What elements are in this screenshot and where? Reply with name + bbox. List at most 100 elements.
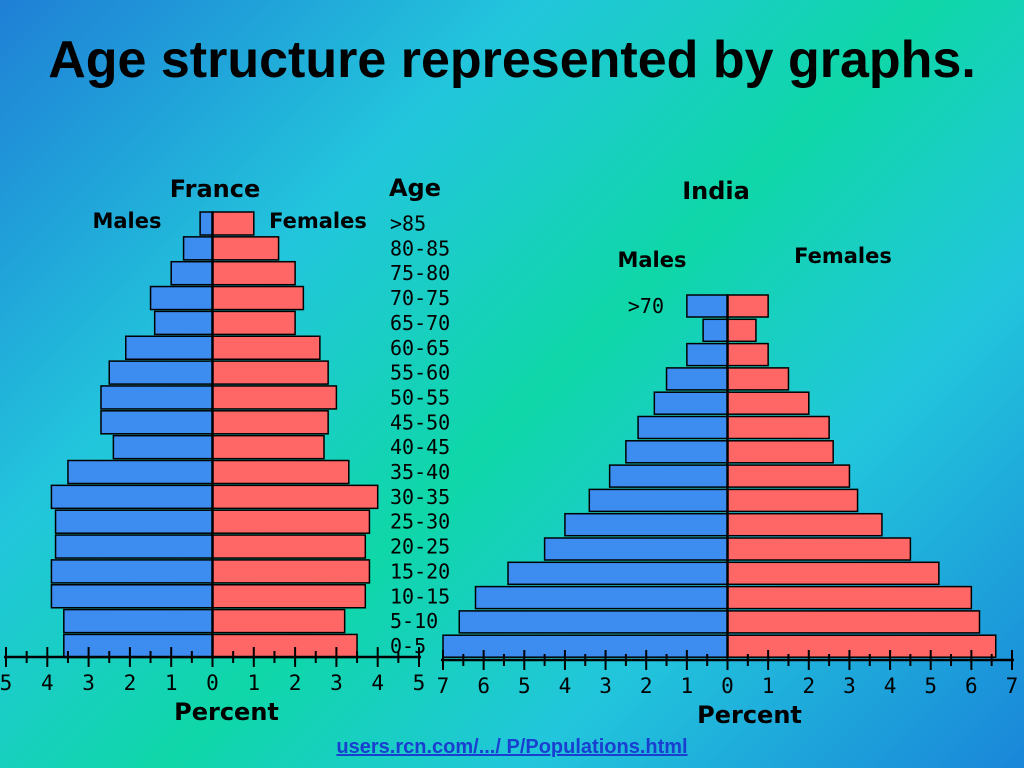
pyramid-0-age-label: 45-50 — [390, 410, 450, 434]
pyramid-1-male-bar — [686, 294, 729, 318]
pyramid-1-x-tick-label: 7 — [1006, 674, 1019, 698]
pyramid-0-age-label: 40-45 — [390, 435, 450, 459]
pyramid-1-female-bar — [726, 561, 940, 586]
pyramid-1-female-bar — [726, 294, 769, 318]
pyramid-0-female-bar — [211, 211, 255, 236]
pyramid-0-male-bar — [112, 434, 214, 460]
pyramid-0-male-bar — [182, 236, 214, 261]
pyramid-0-male-bar — [50, 484, 214, 510]
pyramid-0-male-bar — [67, 459, 214, 485]
pyramid-0-age-label: 70-75 — [390, 286, 450, 310]
pyramid-0-male-bar — [63, 608, 214, 634]
pyramid-1-x-tick-label: 6 — [965, 674, 978, 698]
pyramid-1-x-axis-label: Percent — [697, 701, 802, 729]
pyramid-0-age-label: 75-80 — [390, 261, 450, 285]
pyramid-0-age-label: 20-25 — [390, 535, 450, 559]
pyramid-1-age-label: >70 — [628, 294, 664, 318]
pyramid-0-male-bar — [63, 633, 214, 659]
pyramid-1-male-bar — [564, 512, 729, 537]
pyramid-1-x-tick-label: 4 — [559, 674, 572, 698]
pyramid-0-male-bar — [50, 584, 214, 609]
pyramid-0-male-bar — [108, 360, 214, 385]
pyramid-0-female-bar — [211, 608, 346, 634]
pyramid-0-x-tick-label: 1 — [165, 671, 178, 695]
pyramid-0-x-tick-label: 0 — [206, 671, 219, 695]
pyramid-1-female-bar — [726, 610, 981, 634]
pyramid-1-x-tick-label: 5 — [518, 674, 531, 698]
pyramid-0-female-bar — [211, 360, 329, 385]
pyramid-0-female-bar — [211, 459, 350, 485]
pyramid-1-x-tick-label: 2 — [640, 674, 653, 698]
pyramid-0-female-bar — [211, 335, 321, 360]
pyramid-0-age-label: 30-35 — [390, 485, 450, 509]
pyramid-0-x-axis-label: Percent — [174, 698, 279, 726]
pyramid-0-x-tick-label: 2 — [289, 671, 302, 695]
pyramid-1-female-bar — [726, 391, 810, 415]
pyramid-0-x-tick-label: 4 — [41, 671, 54, 695]
pyramid-1-female-bar — [726, 537, 912, 561]
pyramid-1-male-bar — [507, 561, 729, 586]
pyramid-1-male-bar — [637, 415, 729, 440]
pyramid-1-female-bar — [726, 415, 830, 440]
pyramid-1-female-bar — [726, 440, 834, 464]
pyramid-0-female-bar — [211, 285, 305, 311]
pyramid-1-females-label: Females — [794, 244, 892, 268]
pyramid-0-age-label: >85 — [390, 212, 426, 236]
pyramid-1-male-bar — [665, 367, 729, 391]
pyramid-0-x-tick-label: 1 — [247, 671, 260, 695]
pyramid-0-x-tick-label: 2 — [124, 671, 137, 695]
pyramid-1-male-bar — [608, 464, 729, 488]
pyramid-1-female-bar — [726, 342, 769, 367]
pyramid-1-male-bar — [442, 634, 729, 658]
pyramid-0-male-bar — [100, 385, 214, 410]
pyramid-0-x-tick-label: 3 — [330, 671, 343, 695]
pyramid-0-age-label: 15-20 — [390, 559, 450, 583]
pyramid-0-female-bar — [211, 559, 371, 584]
pyramid-0-x-tick-label: 5 — [0, 671, 12, 695]
pyramid-0-male-bar — [153, 310, 214, 336]
pyramid-1-x-tick-label: 4 — [884, 674, 897, 698]
pyramid-1-male-bar — [686, 342, 729, 367]
pyramid-0-female-bar — [211, 310, 296, 336]
pyramid-0-female-bar — [211, 434, 325, 460]
pyramid-1-male-bar — [702, 318, 729, 343]
pyramid-0-female-bar — [211, 484, 379, 510]
slide-title: Age structure represented by graphs. — [48, 31, 976, 89]
pyramid-1-male-bar — [588, 488, 729, 513]
pyramid-1-x-tick-label: 3 — [599, 674, 612, 698]
pyramid-1-title: India — [682, 177, 750, 205]
pyramid-1-x-tick-label: 5 — [924, 674, 937, 698]
pyramid-1-x-tick-label: 3 — [843, 674, 856, 698]
pyramid-0-female-bar — [211, 633, 358, 659]
pyramid-1-x-tick-label: 7 — [437, 674, 450, 698]
source-link[interactable]: users.rcn.com/.../ P/Populations.html — [336, 736, 688, 758]
pyramid-0-age-label: 50-55 — [390, 385, 450, 409]
pyramid-0-x-tick-label: 3 — [82, 671, 95, 695]
population-pyramids: >8580-8575-8070-7565-7060-6555-6050-5545… — [0, 174, 1019, 729]
pyramid-0-age-label: 55-60 — [390, 361, 450, 385]
pyramid-0-age-label: 35-40 — [390, 460, 450, 484]
pyramid-0-age-header: Age — [389, 174, 441, 202]
pyramid-1-x-tick-label: 0 — [721, 674, 734, 698]
pyramid-1-male-bar — [474, 585, 729, 610]
pyramid-0-female-bar — [211, 410, 329, 435]
pyramid-0-female-bar — [211, 534, 367, 559]
pyramid-1-male-bar — [625, 440, 729, 464]
pyramid-0-male-bar — [125, 335, 214, 360]
pyramid-0-male-bar — [170, 260, 214, 286]
pyramid-0-x-tick-label: 4 — [371, 671, 384, 695]
pyramid-1-x-tick-label: 6 — [477, 674, 490, 698]
pyramid-0-female-bar — [211, 260, 296, 286]
pyramid-0-male-bar — [50, 559, 214, 584]
pyramid-0-age-label: 80-85 — [390, 236, 450, 260]
pyramid-0-age-label: 5-10 — [390, 609, 438, 633]
pyramid-0-age-label: 0-5 — [390, 634, 426, 658]
pyramid-1-female-bar — [726, 488, 859, 513]
pyramid-1-x-tick-label: 1 — [762, 674, 775, 698]
pyramid-1-males-label: Males — [617, 248, 686, 272]
pyramid-0-female-bar — [211, 509, 371, 534]
pyramid-1-male-bar — [653, 391, 729, 415]
pyramid-1-x-tick-label: 1 — [681, 674, 694, 698]
pyramid-0-male-bar — [199, 211, 214, 236]
pyramid-0-male-bar — [54, 534, 214, 559]
